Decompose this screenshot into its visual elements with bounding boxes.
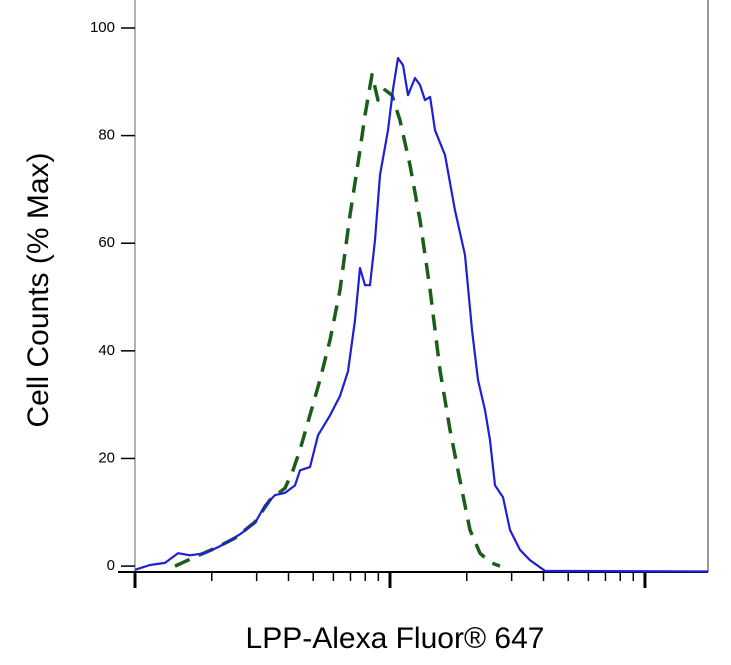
y-tick-label: 60 bbox=[98, 234, 115, 251]
y-tick-label: 100 bbox=[90, 19, 115, 36]
y-axis-title: Cell Counts (% Max) bbox=[22, 152, 55, 427]
y-tick-label: 0 bbox=[107, 557, 115, 574]
x-axis-title: LPP-Alexa Fluor® 647 bbox=[246, 622, 545, 655]
histogram-line bbox=[174, 73, 501, 568]
y-tick-label: 20 bbox=[98, 449, 115, 466]
histogram-line bbox=[134, 57, 709, 573]
y-tick-label: 40 bbox=[98, 342, 115, 359]
y-tick-label: 80 bbox=[98, 127, 115, 144]
